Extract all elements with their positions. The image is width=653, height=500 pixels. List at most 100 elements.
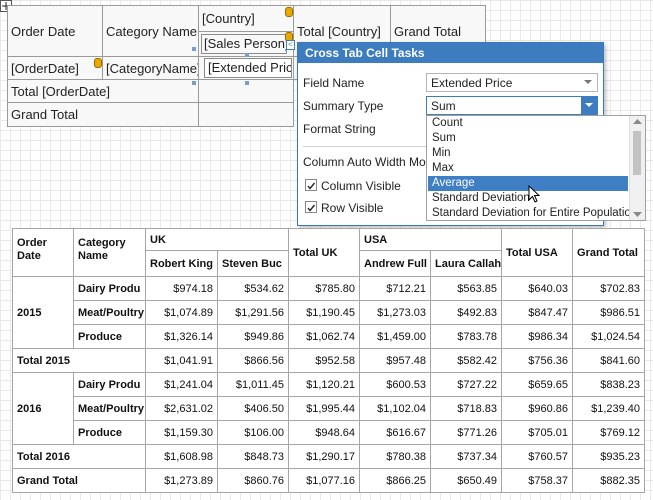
checkbox-label: Row Visible xyxy=(321,201,384,215)
total-cell[interactable]: Total [OrderDate] xyxy=(7,79,199,103)
list-option[interactable]: Count xyxy=(432,117,463,129)
row-header: Dairy Produ xyxy=(73,372,146,397)
scroll-thumb[interactable] xyxy=(633,131,641,175)
value-cell: $737.34 xyxy=(430,444,503,469)
list-option[interactable]: Average xyxy=(428,176,628,191)
summary-type-list: Count Sum Min Max Average Standard Deviation S… xyxy=(426,115,646,221)
value-cell: $406.50 xyxy=(216,396,290,421)
column-header: Andrew Full xyxy=(359,250,432,277)
list-option[interactable]: Standard Deviation for Entire Population xyxy=(432,207,638,219)
scroll-up[interactable] xyxy=(633,119,642,124)
column-header: Steven Buc xyxy=(216,250,290,277)
value-cell: $534.62 xyxy=(216,276,290,301)
resize-handle[interactable] xyxy=(245,53,249,57)
value-cell: $780.38 xyxy=(359,444,432,469)
row-header: Meat/Poultry xyxy=(73,396,146,421)
value-cell: $1,024.54 xyxy=(572,324,646,349)
value-cell: $1,011.45 xyxy=(216,372,290,397)
value-cell: $1,290.17 xyxy=(288,444,361,469)
header-cell-frame: [Sales Person] xyxy=(198,31,294,57)
data-cell-frame: [Extended Price] xyxy=(198,56,294,80)
checkbox-label: Column Visible xyxy=(321,179,401,193)
column-total-header: Total UK xyxy=(288,228,361,277)
value-cell: $727.22 xyxy=(430,372,503,397)
resize-handle[interactable] xyxy=(192,81,196,85)
field-label: Format String xyxy=(303,122,376,136)
value-cell: $600.53 xyxy=(359,372,432,397)
value-cell: $847.47 xyxy=(501,300,574,325)
field-name-combo[interactable]: Extended Price xyxy=(426,73,598,92)
panel-title: Cross Tab Cell Tasks xyxy=(298,43,603,63)
dropdown-button[interactable] xyxy=(581,97,597,114)
value-cell: $702.83 xyxy=(572,276,646,301)
list-option[interactable]: Max xyxy=(432,162,454,174)
smart-tag[interactable]: < xyxy=(286,40,295,50)
value-cell: $1,239.40 xyxy=(572,396,646,421)
row-field-cell[interactable]: [OrderDate] xyxy=(7,56,103,80)
row-header: Dairy Produ xyxy=(73,276,146,301)
row-header: Meat/Poultry xyxy=(73,300,146,325)
list-option[interactable]: Min xyxy=(432,147,451,159)
grand-total-cell[interactable]: Grand Total xyxy=(7,102,199,127)
value-cell: $974.18 xyxy=(145,276,218,301)
check-mark xyxy=(307,182,316,190)
row-field-cell[interactable]: [CategoryName] xyxy=(102,56,199,80)
value-cell: $838.23 xyxy=(572,372,646,397)
data-row: 2016 Dairy Produ $1,241.04 $1,011.45 $1,120.… xyxy=(12,372,646,445)
value-cell: $1,291.56 xyxy=(216,300,290,325)
field-label: Summary Type xyxy=(303,99,384,113)
total-row: Total 2015 $1,041.91 $866.56 $952.58 $957.48… xyxy=(12,348,646,373)
data-cell[interactable]: [Extended Price] xyxy=(204,58,292,78)
value-cell: $582.42 xyxy=(430,348,503,373)
checkbox[interactable] xyxy=(305,201,317,213)
value-cell: $492.83 xyxy=(430,300,503,325)
mouse-cursor xyxy=(528,185,541,203)
value-cell: $650.49 xyxy=(430,468,503,493)
scroll-down[interactable] xyxy=(633,212,642,217)
value-cell: $1,159.30 xyxy=(145,420,218,445)
check-mark xyxy=(307,204,316,212)
value-cell: $783.78 xyxy=(430,324,503,349)
value-cell: $712.21 xyxy=(359,276,432,301)
data-row: Produce $1,326.14 $949.86 $1,062.74 $1,459.0… xyxy=(13,324,646,349)
dropdown-arrow xyxy=(585,103,593,107)
grand-total-row: Grand Total $1,273.89 $860.76 $1,077.16 $866… xyxy=(12,468,646,493)
value-cell: $860.76 xyxy=(216,468,290,493)
row-total-header: Total 2015 xyxy=(12,348,146,373)
data-cell[interactable] xyxy=(198,102,294,127)
data-row: Meat/Poultry $2,631.02 $406.50 $1,995.44 $1,… xyxy=(13,396,646,421)
value-cell: $760.57 xyxy=(501,444,574,469)
value-cell: $952.58 xyxy=(288,348,361,373)
field-icon xyxy=(94,58,102,68)
value-cell: $616.67 xyxy=(359,420,432,445)
resize-handle[interactable] xyxy=(192,47,196,51)
header-cell[interactable]: [Country] xyxy=(198,5,294,32)
scrollbar[interactable] xyxy=(629,116,645,220)
resize-handle[interactable] xyxy=(245,81,249,85)
header-cell[interactable]: Category Name xyxy=(102,5,199,57)
checkbox[interactable] xyxy=(305,179,317,191)
value-cell: $848.73 xyxy=(216,444,290,469)
value-cell: $563.85 xyxy=(430,276,503,301)
value-cell: $935.23 xyxy=(572,444,646,469)
header-cell[interactable]: [Sales Person] xyxy=(201,34,287,54)
value-cell: $771.26 xyxy=(430,420,503,445)
value-cell: $1,120.21 xyxy=(288,372,361,397)
value-cell: $866.25 xyxy=(359,468,432,493)
field-label: Field Name xyxy=(303,76,365,90)
list-option[interactable]: Standard Deviation xyxy=(432,192,530,204)
value-cell: $1,273.03 xyxy=(359,300,432,325)
column-header: Robert King xyxy=(145,250,218,277)
row-header: 2015 xyxy=(12,276,74,349)
value-cell: $1,074.89 xyxy=(145,300,218,325)
value-cell: $1,241.04 xyxy=(145,372,218,397)
value-cell: $986.51 xyxy=(572,300,646,325)
list-option[interactable]: Sum xyxy=(432,132,456,144)
value-cell: $2,631.02 xyxy=(145,396,218,421)
summary-type-combo[interactable]: Sum xyxy=(426,96,598,115)
value-cell: $785.80 xyxy=(288,276,361,301)
header-cell[interactable]: Order Date xyxy=(7,5,103,57)
row-total-header: Grand Total xyxy=(12,468,146,493)
header-row: Order Date Category Name UK Total UK USA Tota… xyxy=(12,228,646,277)
